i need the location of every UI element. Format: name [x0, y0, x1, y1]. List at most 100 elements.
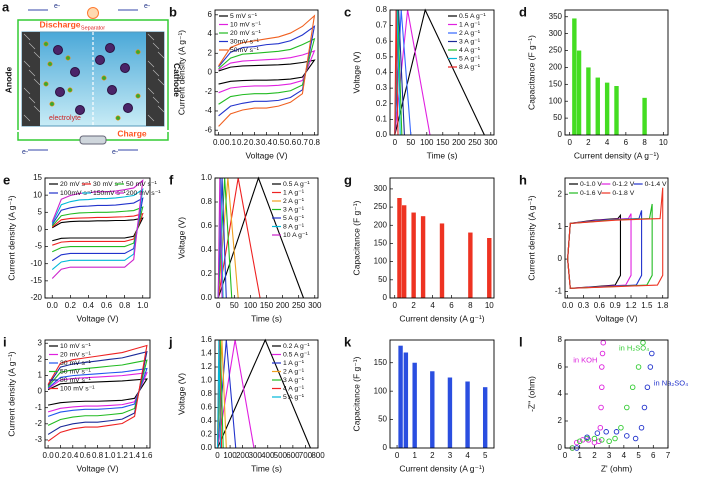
y-tick-label: 0.0 — [376, 130, 388, 139]
legend-label: 0.5 A g⁻¹ — [283, 351, 310, 358]
data-point — [632, 435, 639, 442]
legend-label: 4 A g⁻¹ — [459, 47, 481, 54]
anode-electrode — [22, 32, 40, 126]
electrode-texture — [157, 51, 165, 59]
y-tick-label: 4 — [208, 29, 213, 38]
series-line — [47, 351, 148, 435]
x-tick-label: 0.4 — [83, 301, 95, 310]
y-tick-label: -3 — [35, 435, 43, 444]
series-label: in H₂SO₄ — [619, 344, 649, 353]
series-line — [47, 378, 148, 406]
bar — [595, 77, 600, 135]
series-line — [47, 367, 148, 417]
x-tick-label: 0.8 — [119, 301, 131, 310]
data-point — [612, 435, 618, 442]
y-tick-label: 6 — [208, 10, 213, 19]
legend-label: 0-1.4 V — [645, 181, 667, 188]
x-tick-label: 1.4 — [129, 451, 141, 460]
bar — [412, 362, 417, 448]
y-tick-label: 0.4 — [201, 245, 213, 254]
y-tick-label: 0.0 — [201, 443, 213, 452]
data-point — [638, 425, 645, 431]
y-tick-label: 0 — [383, 443, 388, 452]
x-tick-label: 6 — [651, 451, 656, 460]
y-tick-label: 1 — [558, 222, 563, 231]
x-tick-label: 0.3 — [578, 301, 590, 310]
x-tick-label: 7 — [666, 451, 671, 460]
y-tick-label: 0.5 — [376, 52, 388, 61]
legend-label: 5 A g⁻¹ — [459, 55, 481, 62]
y-axis-title: -Z'' (ohm) — [526, 376, 536, 412]
data-point — [635, 364, 642, 370]
x-tick-label: 4 — [430, 301, 435, 310]
electron-label: e- — [22, 149, 29, 156]
x-axis-title: Time (s) — [251, 313, 282, 323]
y-axis-title: Voltage (V) — [351, 51, 361, 93]
x-tick-label: 200 — [276, 301, 290, 310]
y-tick-label: 0.0 — [201, 293, 213, 302]
data-point — [603, 429, 609, 435]
electrode-texture — [23, 60, 31, 68]
y-tick-label: -2 — [35, 419, 43, 428]
data-point — [606, 438, 612, 445]
legend-label: 10 A g⁻¹ — [283, 232, 308, 239]
legend-label: 0-1.8 V — [612, 190, 634, 197]
x-tick-label: 0 — [567, 138, 572, 147]
legend-label: 0.5 A g⁻¹ — [459, 13, 486, 20]
y-tick-label: 100 — [374, 257, 388, 266]
ion — [120, 63, 130, 73]
x-axis-title: Current density (A g⁻¹) — [399, 313, 484, 323]
x-tick-label: 1 — [577, 451, 582, 460]
legend-label: 150mV s⁻¹ — [93, 190, 126, 197]
x-tick-label: 0.9 — [610, 301, 622, 310]
electrode-texture — [152, 69, 160, 77]
bar — [411, 212, 416, 298]
x-tick-label: 1.2 — [625, 301, 637, 310]
x-axis-title: Voltage (V) — [595, 313, 637, 323]
x-tick-label: 0 — [216, 301, 221, 310]
x-axis-title: Voltage (V) — [76, 463, 118, 473]
y-tick-label: 250 — [374, 202, 388, 211]
electrode-texture — [23, 33, 31, 41]
x-axis-title: Voltage (V) — [245, 150, 287, 160]
plot-frame — [564, 9, 669, 136]
x-tick-label: 100 — [244, 301, 258, 310]
legend-label: 1 A g⁻¹ — [459, 21, 481, 28]
x-tick-label: 100 — [420, 138, 434, 147]
x-tick-label: 300 — [249, 451, 263, 460]
data-point — [599, 350, 606, 357]
ion — [95, 55, 105, 65]
ion — [70, 67, 80, 77]
data-point — [599, 437, 605, 443]
panel-label: h — [519, 172, 527, 187]
y-tick-label: 0.8 — [376, 5, 388, 14]
legend-label: 1 A g⁻¹ — [283, 360, 305, 367]
y-tick-label: 2 — [38, 354, 43, 363]
x-tick-label: 0 — [215, 451, 220, 460]
x-tick-label: 0.3 — [249, 138, 261, 147]
data-point — [599, 384, 605, 391]
x-axis-title: Z' (ohm) — [601, 463, 633, 473]
bar — [465, 381, 470, 448]
x-tick-label: 3 — [607, 451, 612, 460]
x-tick-label: 0 — [393, 301, 398, 310]
electron-label: e- — [54, 3, 61, 10]
data-point — [596, 438, 602, 445]
data-point — [591, 435, 598, 442]
y-tick-label: -10 — [30, 259, 42, 268]
x-tick-label: 0.6 — [594, 301, 606, 310]
bar — [576, 50, 582, 135]
discharge-label: Discharge — [39, 19, 80, 29]
y-axis-title: Current density (A g⁻¹) — [176, 30, 186, 115]
battery — [79, 135, 107, 145]
y-tick-label: 15 — [33, 173, 42, 182]
y-tick-label: 0.7 — [376, 21, 388, 30]
x-tick-label: 700 — [299, 451, 313, 460]
y-tick-label: 0 — [38, 387, 43, 396]
y-tick-label: 0.2 — [376, 99, 388, 108]
electrode-texture — [23, 114, 31, 122]
y-tick-label: -1 — [555, 287, 563, 296]
panel-label: b — [169, 4, 177, 19]
electrode-texture — [28, 96, 36, 104]
x-tick-label: 500 — [274, 451, 288, 460]
